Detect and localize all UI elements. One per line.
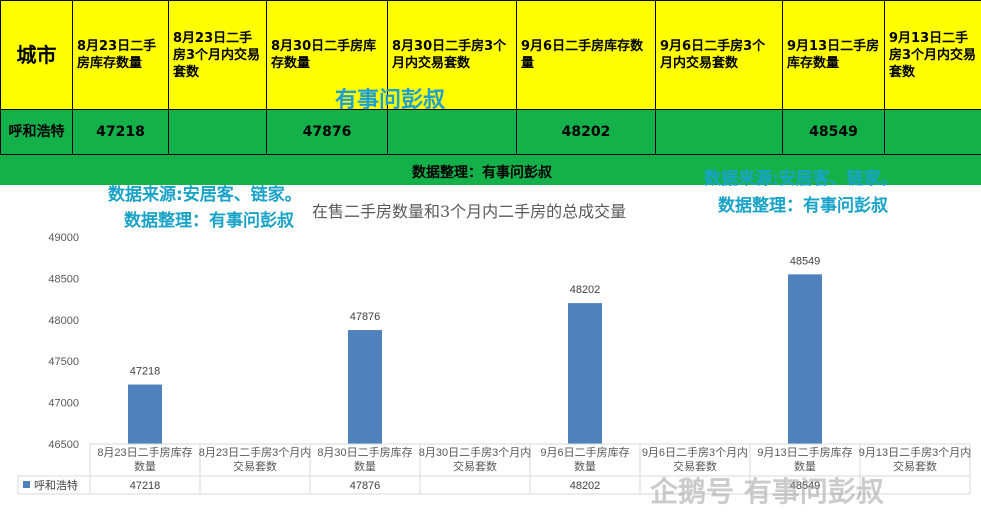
watermark-top-center: 有事问彭叔 <box>335 87 446 113</box>
bar <box>128 384 162 444</box>
x-tick-label: 8月30日二手房3个月内交易套数 <box>419 445 531 473</box>
bar <box>348 330 382 444</box>
x-tick-label: 9月6日二手房库存数量 <box>540 445 629 473</box>
row-value-cell: 48549 <box>782 109 885 155</box>
data-table-value: 47876 <box>350 480 381 492</box>
watermark-right-line1: 数据来源:安居客、链家。 <box>704 169 898 189</box>
watermark-bottom-right: 企鹅号 有事问彭叔 <box>650 475 884 508</box>
x-tick-label: 9月13日二手房库存数量 <box>757 445 852 473</box>
x-tick-label: 8月30日二手房库存数量 <box>317 445 412 473</box>
y-tick-label: 49000 <box>48 232 79 244</box>
legend-series-name: 呼和浩特 <box>34 478 78 492</box>
data-label: 47876 <box>350 311 381 323</box>
row-value-cell: 48202 <box>516 109 656 155</box>
y-tick-label: 48000 <box>48 315 79 327</box>
row-value-cell: 47876 <box>266 109 388 155</box>
banner-text: 数据整理：有事问彭叔 <box>412 165 552 181</box>
y-tick-label: 48500 <box>48 273 79 285</box>
data-table-value: 48549 <box>790 480 821 492</box>
column-header-cell: 8月30日二手房库存数量 <box>266 0 388 110</box>
row-value-cell: 47218 <box>72 109 169 155</box>
x-tick-label: 8月23日二手房库存数量 <box>97 445 192 473</box>
bar <box>568 303 602 444</box>
x-tick-label: 8月23日二手房3个月内交易套数 <box>199 445 311 473</box>
data-label: 48549 <box>790 255 821 267</box>
data-table-value: 47218 <box>130 480 161 492</box>
watermark-left-line1: 数据来源:安居客、链家。 <box>108 185 302 205</box>
legend-key <box>23 481 30 488</box>
column-header-cell: 8月23日二手房3个月内交易套数 <box>168 0 267 110</box>
row-value-cell <box>884 109 981 155</box>
x-tick-label: 9月13日二手房3个月内交易套数 <box>859 445 971 473</box>
bar <box>788 274 822 444</box>
data-table-value: 48202 <box>570 480 601 492</box>
watermark-left-line2: 数据整理：有事问彭叔 <box>124 211 294 231</box>
banner-band <box>0 155 981 185</box>
data-label: 47218 <box>130 366 161 378</box>
y-tick-label: 47500 <box>48 356 79 368</box>
y-tick-label: 46500 <box>48 439 79 451</box>
chart-title: 在售二手房数量和3个月内二手房的总成交量 <box>312 202 627 221</box>
column-header-cell: 9月13日二手房3个月内交易套数 <box>884 0 981 110</box>
y-tick-label: 47000 <box>48 398 79 410</box>
row-value-cell <box>387 109 517 155</box>
x-tick-label: 9月6日二手房3个月内交易套数 <box>642 445 748 473</box>
watermark-right-line2: 数据整理：有事问彭叔 <box>718 196 888 216</box>
column-header-cell: 8月30日二手房3个月内交易套数 <box>387 0 517 110</box>
column-header-cell: 9月6日二手房3个月内交易套数 <box>655 0 783 110</box>
city-header-cell: 城市 <box>0 0 73 110</box>
data-label: 48202 <box>570 284 601 296</box>
